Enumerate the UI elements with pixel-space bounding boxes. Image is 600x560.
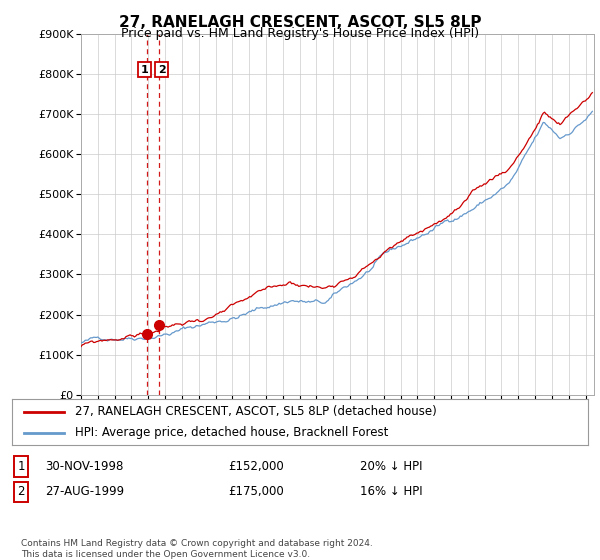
Text: 1: 1 <box>17 460 25 473</box>
Text: 2: 2 <box>158 65 166 74</box>
Text: Contains HM Land Registry data © Crown copyright and database right 2024.
This d: Contains HM Land Registry data © Crown c… <box>21 539 373 559</box>
Text: 2: 2 <box>17 485 25 498</box>
Text: 1: 1 <box>140 65 148 74</box>
Text: Price paid vs. HM Land Registry's House Price Index (HPI): Price paid vs. HM Land Registry's House … <box>121 27 479 40</box>
Text: 27, RANELAGH CRESCENT, ASCOT, SL5 8LP: 27, RANELAGH CRESCENT, ASCOT, SL5 8LP <box>119 15 481 30</box>
Text: 30-NOV-1998: 30-NOV-1998 <box>45 460 124 473</box>
Text: HPI: Average price, detached house, Bracknell Forest: HPI: Average price, detached house, Brac… <box>76 426 389 439</box>
Text: £152,000: £152,000 <box>228 460 284 473</box>
Text: 16% ↓ HPI: 16% ↓ HPI <box>360 485 422 498</box>
Text: 27, RANELAGH CRESCENT, ASCOT, SL5 8LP (detached house): 27, RANELAGH CRESCENT, ASCOT, SL5 8LP (d… <box>76 405 437 418</box>
Text: 27-AUG-1999: 27-AUG-1999 <box>45 485 124 498</box>
Text: 20% ↓ HPI: 20% ↓ HPI <box>360 460 422 473</box>
Text: £175,000: £175,000 <box>228 485 284 498</box>
